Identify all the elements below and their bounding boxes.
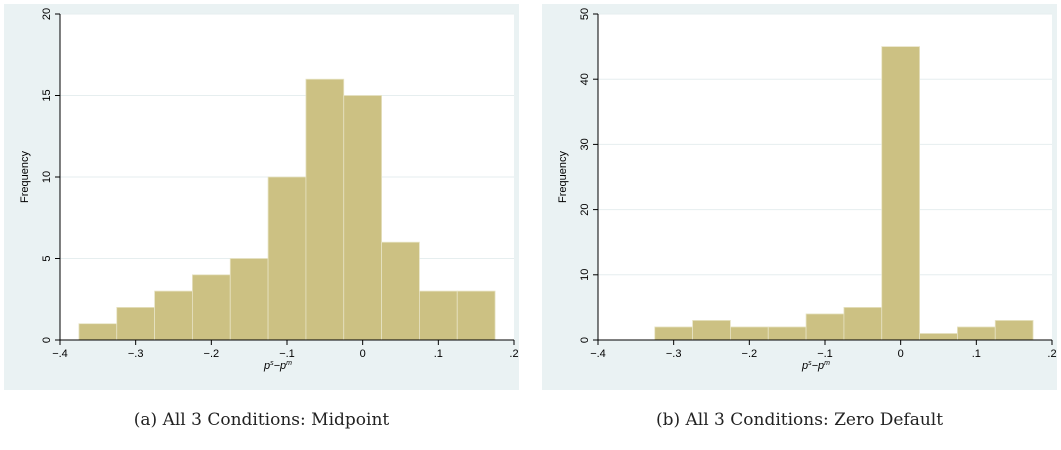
plot-area [598,14,1052,340]
x-tick-label: −.1 [817,348,833,360]
x-tick-label: −.2 [204,348,220,360]
y-tick-label: 0 [579,337,591,343]
x-tick-label: 0 [360,348,366,360]
y-tick-label: 10 [579,269,591,281]
y-tick-label: 5 [41,255,53,261]
y-axis-title: Frequency [19,151,31,203]
y-tick-label: 15 [41,89,53,101]
x-tick-label: −.2 [742,348,758,360]
y-tick-label: 0 [41,337,53,343]
caption-midpoint: (a) All 3 Conditions: Midpoint [133,410,390,430]
y-tick-label: 20 [579,203,591,215]
x-tick-label: 0 [898,348,904,360]
histogram-bar [343,95,382,341]
histogram-bar [805,313,845,341]
histogram-bar [456,290,496,341]
x-tick-label: −.4 [52,348,68,360]
y-tick-label: 40 [579,73,591,85]
x-axis-title: ps−pm [263,360,292,372]
histogram-zero-default: 0 10 20 30 40 50 −.4 −.3 −.2 −.1 0 .1 .2 Frequency ps−… [557,8,1057,372]
histogram-bar [994,320,1034,341]
y-tick-label: 30 [579,138,591,150]
caption-zero-default: (b) All 3 Conditions: Zero Default [655,410,944,430]
x-tick-label: −.1 [279,348,295,360]
histogram-bar [116,306,155,341]
histogram-bar [843,306,883,341]
histogram-bar [730,326,769,341]
y-tick-label: 50 [579,8,591,20]
histogram-bar [919,333,958,341]
y-tick-label: 10 [41,171,53,183]
x-tick-label: .2 [509,348,518,360]
histogram-bar [78,323,118,341]
histogram-bar [381,241,420,341]
histogram-bar [229,258,269,341]
x-tick-label: .1 [972,348,981,360]
histogram-bar [692,320,731,341]
histogram-bar [154,290,193,341]
histogram-bar [881,46,920,341]
x-tick-label: .2 [1047,348,1056,360]
x-axis-title: ps−pm [801,360,830,372]
histogram-panel-zero-default: 0 10 20 30 40 50 −.4 −.3 −.2 −.1 0 .1 .2 Frequency ps−… [542,4,1057,390]
histogram-bar [654,326,693,341]
histogram-bar [767,326,807,341]
histogram-bar [192,274,231,341]
histogram-bar [419,290,458,341]
x-tick-label: −.3 [666,348,682,360]
histogram-bar [957,326,996,341]
x-tick-label: −.3 [128,348,144,360]
x-tick-label: .1 [434,348,443,360]
histogram-bar [267,176,307,341]
y-tick-label: 20 [41,8,53,20]
histogram-panel-midpoint: 0 5 10 15 20 −.4 −.3 −.2 −.1 0 .1 .2 Frequency ps−pm [4,4,519,390]
histogram-midpoint: 0 5 10 15 20 −.4 −.3 −.2 −.1 0 .1 .2 Frequency ps−pm [19,8,519,372]
histogram-bar [305,78,345,341]
x-tick-label: −.4 [590,348,606,360]
y-axis-title: Frequency [557,151,569,203]
